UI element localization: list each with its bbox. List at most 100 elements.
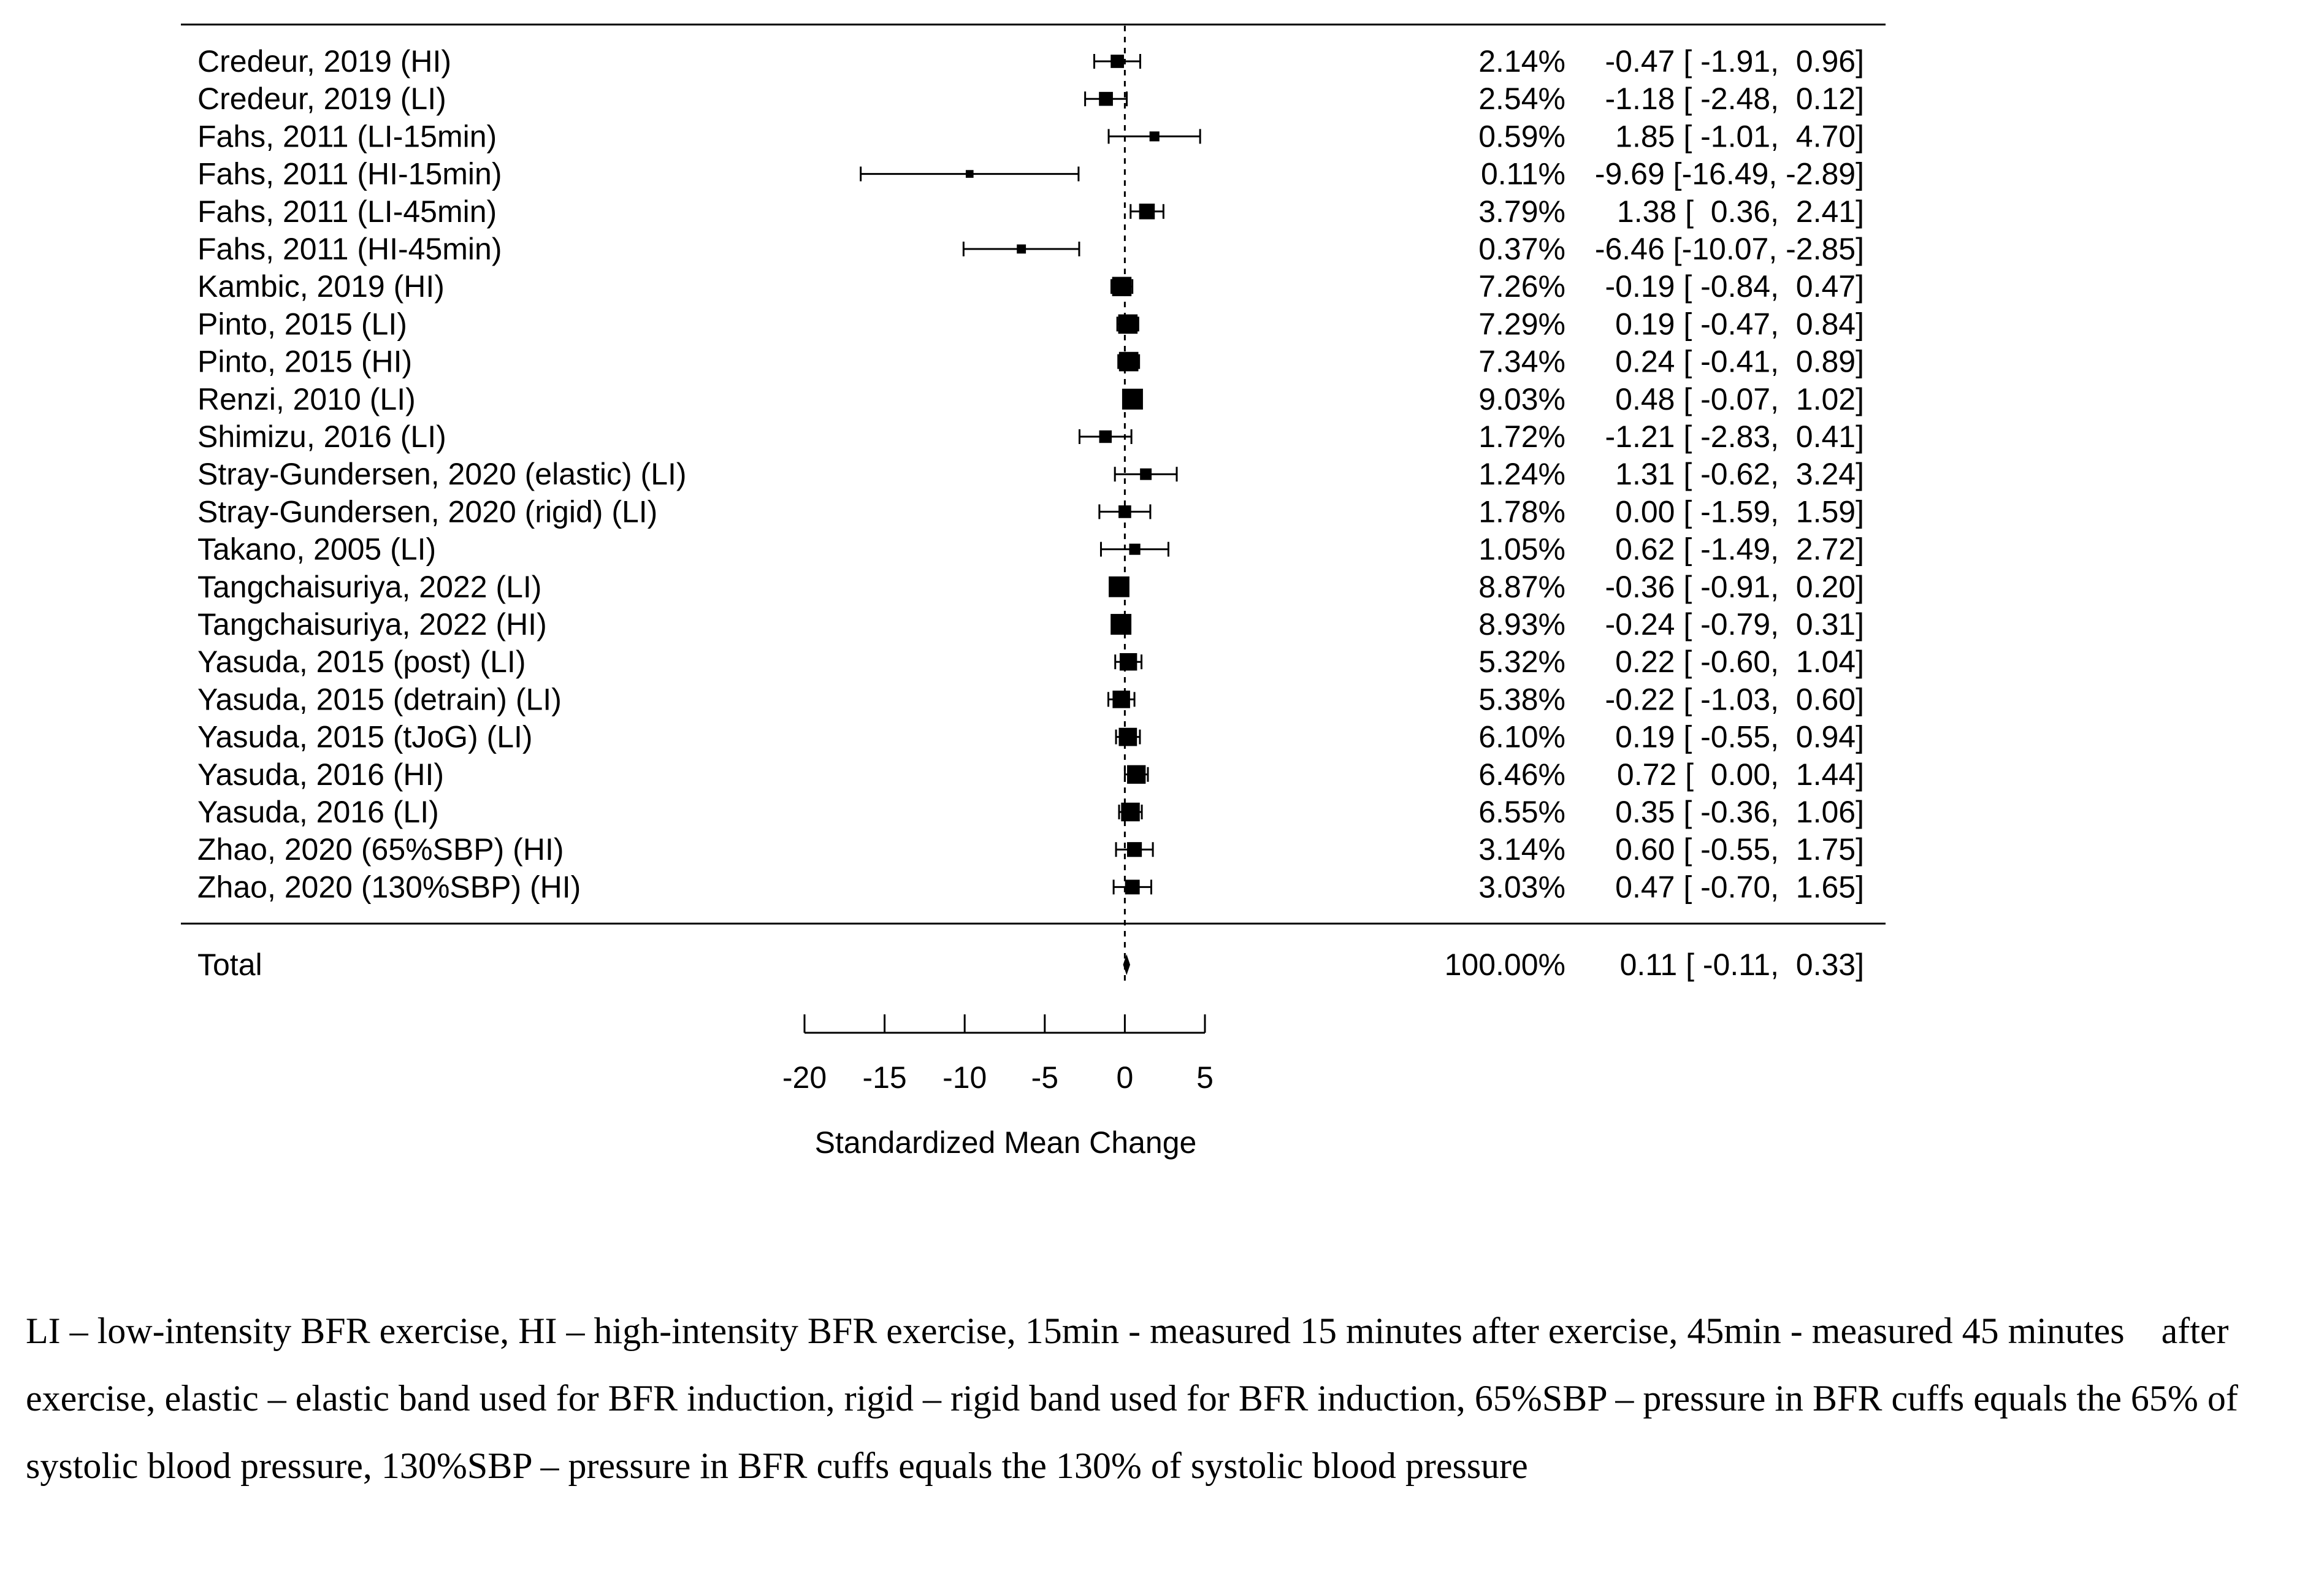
study-row: Yasuda, 2015 (tJoG) (LI) 6.10% 0.19 [ -0.5…	[197, 720, 1864, 754]
study-label: Tangchaisuriya, 2022 (HI)	[197, 607, 547, 641]
study-row: Takano, 2005 (LI) 1.05% 0.62 [ -1.49, 2.72…	[197, 532, 1864, 567]
study-estimate-ci: -0.22 [ -1.03, 0.60]	[1605, 682, 1865, 716]
study-label: Fahs, 2011 (LI-45min)	[197, 194, 497, 229]
study-label: Yasuda, 2015 (tJoG) (LI)	[197, 720, 533, 754]
study-weight: 1.24%	[1478, 457, 1565, 491]
study-estimate-ci: 0.47 [ -0.70, 1.65]	[1615, 870, 1864, 904]
study-weight: 8.87%	[1478, 570, 1565, 604]
effect-square	[1122, 388, 1143, 410]
study-row: Fahs, 2011 (LI-45min) 3.79% 1.38 [ 0.36, 2…	[197, 194, 1864, 229]
study-weight: 1.05%	[1478, 532, 1565, 567]
study-row: Yasuda, 2015 (post) (LI) 5.32% 0.22 [ -0.6…	[197, 645, 1864, 679]
study-label: Zhao, 2020 (65%SBP) (HI)	[197, 832, 564, 867]
study-label: Zhao, 2020 (130%SBP) (HI)	[197, 870, 581, 904]
study-weight: 7.29%	[1478, 307, 1565, 341]
study-row: Renzi, 2010 (LI) 9.03% 0.48 [ -0.07, 1.02]	[197, 382, 1864, 416]
study-row: Yasuda, 2016 (HI) 6.46% 0.72 [ 0.00, 1.44]	[197, 757, 1864, 792]
effect-square	[965, 170, 974, 178]
effect-square	[1140, 468, 1152, 480]
study-row: Credeur, 2019 (LI) 2.54% -1.18 [ -2.48, 0.…	[197, 82, 1864, 116]
study-estimate-ci: -9.69 [-16.49, -2.89]	[1595, 157, 1864, 191]
total-diamond	[1123, 954, 1131, 975]
forest-plot: Credeur, 2019 (HI) 2.14% -0.47 [ -1.91, 0.…	[181, 23, 1886, 1160]
effect-square	[1112, 277, 1132, 296]
study-weight: 1.72%	[1478, 419, 1565, 454]
study-row: Yasuda, 2016 (LI) 6.55% 0.35 [ -0.36, 1.06…	[197, 795, 1864, 829]
study-weight: 7.34%	[1478, 345, 1565, 379]
study-row: Pinto, 2015 (LI) 7.29% 0.19 [ -0.47, 0.84]	[197, 307, 1864, 341]
study-estimate-ci: 0.62 [ -1.49, 2.72]	[1615, 532, 1864, 567]
study-estimate-ci: 0.00 [ -1.59, 1.59]	[1615, 494, 1864, 529]
effect-square	[1126, 842, 1142, 857]
x-tick-label: -20	[782, 1060, 827, 1095]
study-weight: 1.78%	[1478, 494, 1565, 529]
study-estimate-ci: 0.72 [ 0.00, 1.44]	[1617, 757, 1864, 792]
total-weight: 100.00%	[1445, 948, 1565, 982]
study-label: Yasuda, 2016 (LI)	[197, 795, 439, 829]
study-estimate-ci: -1.21 [ -2.83, 0.41]	[1605, 419, 1865, 454]
study-row: Stray-Gundersen, 2020 (elastic) (LI) 1.24…	[197, 457, 1864, 491]
study-estimate-ci: 0.19 [ -0.47, 0.84]	[1615, 307, 1864, 341]
study-estimate-ci: 0.60 [ -0.55, 1.75]	[1615, 832, 1864, 867]
study-row: Stray-Gundersen, 2020 (rigid) (LI) 1.78% 0…	[197, 494, 1864, 529]
study-row: Pinto, 2015 (HI) 7.34% 0.24 [ -0.41, 0.89]	[197, 345, 1864, 379]
effect-square	[1118, 505, 1131, 518]
x-tick-label: 0	[1116, 1060, 1133, 1095]
study-row: Fahs, 2011 (HI-15min) 0.11% -9.69 [-16.49,…	[197, 157, 1864, 191]
study-row: Credeur, 2019 (HI) 2.14% -0.47 [ -1.91, 0.…	[197, 44, 1864, 78]
study-weight: 5.32%	[1478, 645, 1565, 679]
total-label: Total	[197, 948, 262, 982]
study-label: Pinto, 2015 (HI)	[197, 345, 412, 379]
study-weight: 9.03%	[1478, 382, 1565, 416]
study-label: Kambic, 2019 (HI)	[197, 269, 445, 304]
study-label: Shimizu, 2016 (LI)	[197, 419, 446, 454]
study-weight: 3.79%	[1478, 194, 1565, 229]
total-estimate-ci: 0.11 [ -0.11, 0.33]	[1620, 948, 1864, 982]
study-label: Fahs, 2011 (HI-15min)	[197, 157, 502, 191]
study-weight: 0.59%	[1478, 119, 1565, 153]
study-label: Tangchaisuriya, 2022 (LI)	[197, 570, 541, 604]
study-estimate-ci: 0.35 [ -0.36, 1.06]	[1615, 795, 1864, 829]
study-estimate-ci: -0.47 [ -1.91, 0.96]	[1605, 44, 1865, 78]
study-weight: 2.54%	[1478, 82, 1565, 116]
study-row: Zhao, 2020 (65%SBP) (HI) 3.14% 0.60 [ -0.5…	[197, 832, 1864, 867]
study-label: Yasuda, 2016 (HI)	[197, 757, 444, 792]
x-tick-label: -5	[1031, 1060, 1058, 1095]
study-rows: Credeur, 2019 (HI) 2.14% -0.47 [ -1.91, 0.…	[197, 44, 1864, 904]
study-row: Tangchaisuriya, 2022 (LI) 8.87% -0.36 [ -0…	[197, 570, 1864, 604]
effect-square	[1121, 802, 1140, 822]
effect-square	[1139, 204, 1155, 220]
study-label: Credeur, 2019 (LI)	[197, 82, 446, 116]
study-weight: 6.10%	[1478, 720, 1565, 754]
study-estimate-ci: 0.24 [ -0.41, 0.89]	[1615, 345, 1864, 379]
study-weight: 0.37%	[1478, 232, 1565, 266]
study-estimate-ci: 1.31 [ -0.62, 3.24]	[1615, 457, 1864, 491]
study-weight: 5.38%	[1478, 682, 1565, 716]
study-weight: 6.55%	[1478, 795, 1565, 829]
study-label: Credeur, 2019 (HI)	[197, 44, 451, 78]
x-tick-label: 5	[1196, 1060, 1214, 1095]
study-weight: 7.26%	[1478, 269, 1565, 304]
study-row: Kambic, 2019 (HI) 7.26% -0.19 [ -0.84, 0.4…	[197, 269, 1864, 304]
study-estimate-ci: 0.19 [ -0.55, 0.94]	[1615, 720, 1864, 754]
figure-caption: LI – low-intensity BFR exercise, HI – hi…	[26, 1311, 2238, 1486]
effect-square	[1017, 244, 1026, 254]
study-weight: 6.46%	[1478, 757, 1565, 792]
effect-square	[1149, 131, 1160, 142]
effect-square	[1099, 430, 1112, 443]
study-estimate-ci: -0.19 [ -0.84, 0.47]	[1605, 269, 1865, 304]
effect-square	[1118, 351, 1139, 372]
study-weight: 3.03%	[1478, 870, 1565, 904]
study-label: Fahs, 2011 (HI-45min)	[197, 232, 502, 266]
effect-square	[1118, 314, 1138, 334]
effect-square	[1129, 543, 1141, 555]
study-label: Takano, 2005 (LI)	[197, 532, 436, 567]
x-axis-label: Standardized Mean Change	[815, 1125, 1197, 1160]
x-tick-label: -10	[942, 1060, 987, 1095]
study-estimate-ci: 0.48 [ -0.07, 1.02]	[1615, 382, 1864, 416]
effect-square	[1110, 614, 1132, 635]
effect-square	[1110, 55, 1124, 68]
study-label: Yasuda, 2015 (post) (LI)	[197, 645, 526, 679]
study-estimate-ci: 1.38 [ 0.36, 2.41]	[1617, 194, 1864, 229]
study-estimate-ci: -1.18 [ -2.48, 0.12]	[1605, 82, 1865, 116]
